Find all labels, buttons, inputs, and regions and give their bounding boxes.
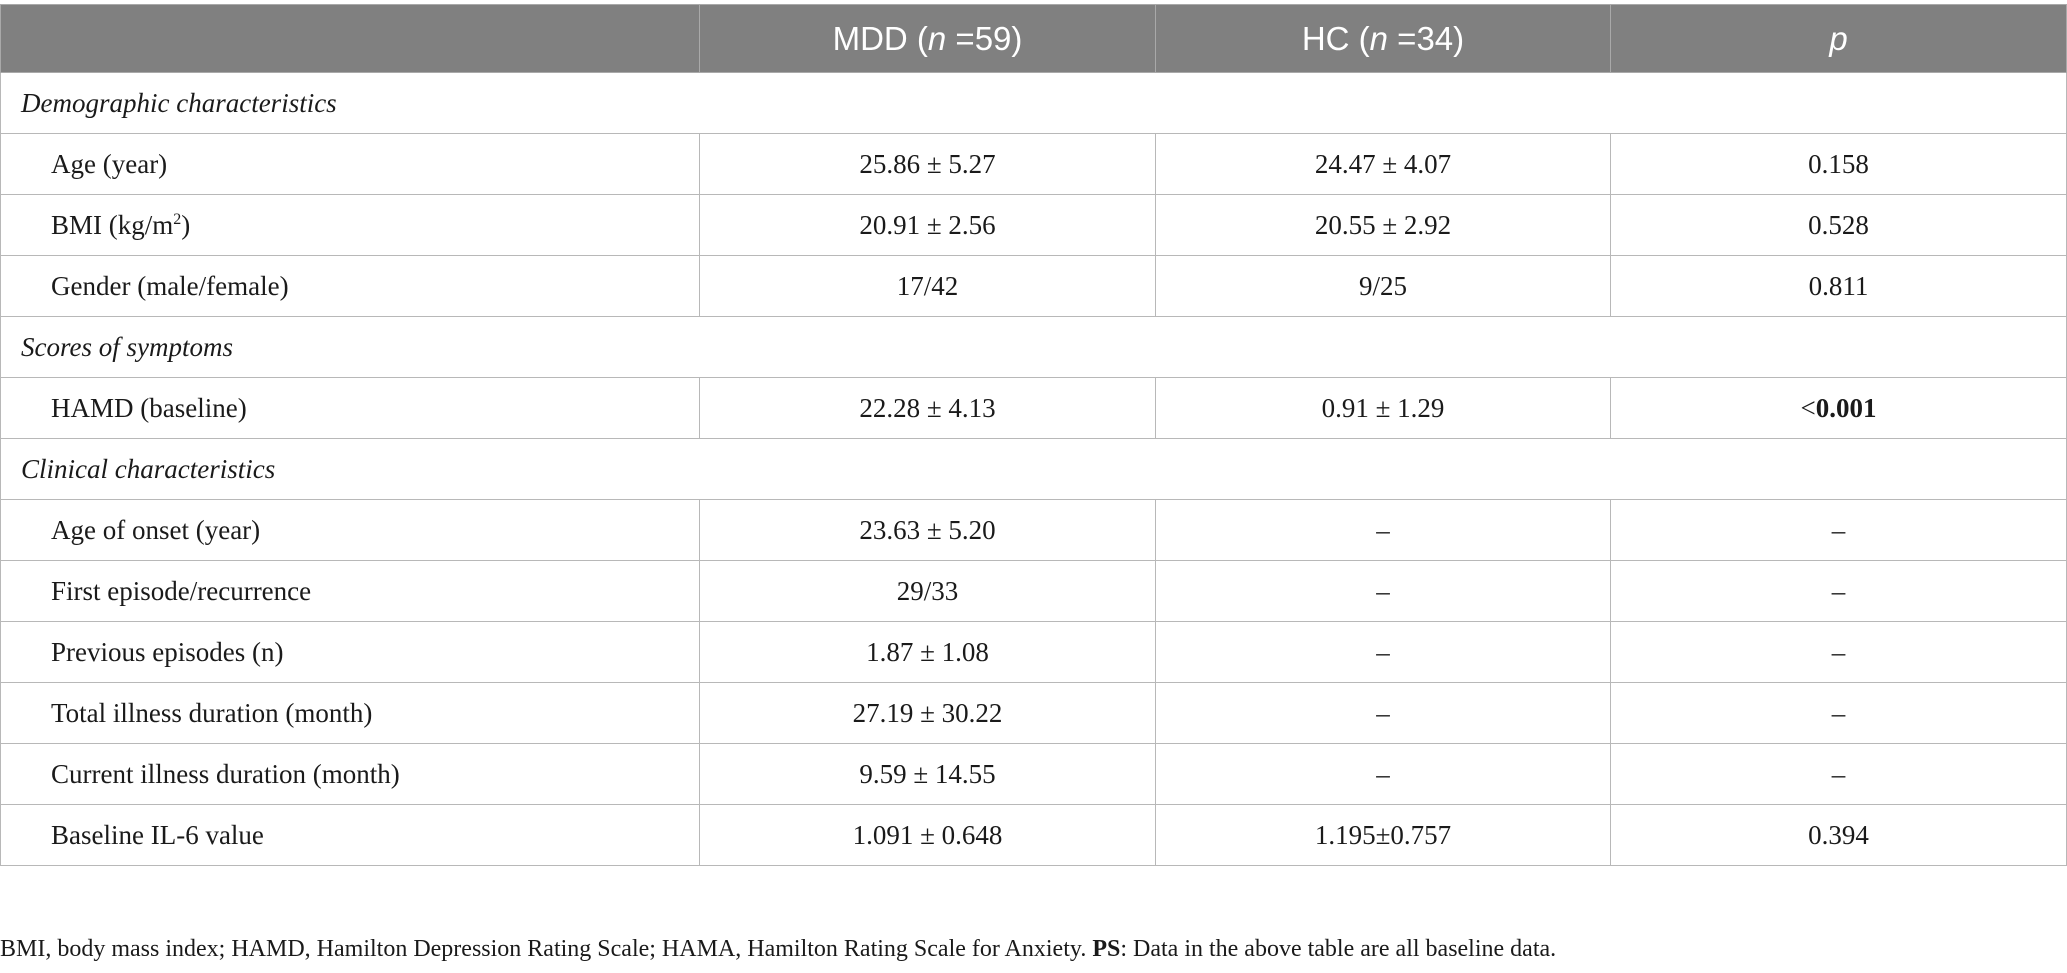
table-row: Baseline IL-6 value 1.091 ± 0.648 1.195±…: [0, 804, 2067, 866]
cell-hc: 9/25: [1155, 255, 1611, 317]
cell-mdd: 20.91 ± 2.56: [699, 194, 1156, 256]
cell-hc: –: [1155, 499, 1611, 561]
footnote-ps-text: : Data in the above table are all baseli…: [1120, 936, 1557, 962]
cell-p-value: 0.001: [1815, 392, 1877, 423]
cell-hc: –: [1155, 682, 1611, 744]
cell-mdd: 27.19 ± 30.22: [699, 682, 1156, 744]
section-clinical: Clinical characteristics: [0, 438, 2067, 500]
cell-hc: 24.47 ± 4.07: [1155, 133, 1611, 195]
row-label: HAMD (baseline): [0, 377, 700, 439]
cell-hc: 20.55 ± 2.92: [1155, 194, 1611, 256]
section-row: Scores of symptoms: [0, 316, 2067, 378]
header-mdd: MDD (n =59): [699, 4, 1156, 73]
section-row: Clinical characteristics: [0, 438, 2067, 500]
cell-mdd: 9.59 ± 14.55: [699, 743, 1156, 805]
table-row: First episode/recurrence 29/33 – –: [0, 560, 2067, 622]
cell-mdd: 22.28 ± 4.13: [699, 377, 1156, 439]
header-hc: HC (n =34): [1155, 4, 1611, 73]
cell-p: 0.528: [1610, 194, 2067, 256]
header-mdd-suffix: =59): [946, 19, 1023, 57]
cell-hc: –: [1155, 621, 1611, 683]
table-row: Gender (male/female) 17/42 9/25 0.811: [0, 255, 2067, 317]
row-label: Baseline IL-6 value: [0, 804, 700, 866]
section-demographic: Demographic characteristics: [0, 72, 2067, 134]
cell-p: 0.394: [1610, 804, 2067, 866]
demographics-table: MDD (n =59) HC (n =34) p Demographic cha…: [0, 4, 2067, 866]
row-label: Age (year): [0, 133, 700, 195]
footnote-ps-label: PS: [1092, 936, 1121, 962]
cell-mdd: 25.86 ± 5.27: [699, 133, 1156, 195]
header-hc-prefix: HC (: [1301, 19, 1370, 57]
header-p-label: p: [1829, 19, 1848, 57]
cell-p: –: [1610, 743, 2067, 805]
cell-mdd: 1.091 ± 0.648: [699, 804, 1156, 866]
row-label: Previous episodes (n): [0, 621, 700, 683]
cell-p: 0.158: [1610, 133, 2067, 195]
row-label: Gender (male/female): [0, 255, 700, 317]
section-row: Demographic characteristics: [0, 72, 2067, 134]
row-label: Current illness duration (month): [0, 743, 700, 805]
bmi-label-end: ): [181, 209, 191, 240]
cell-mdd: 29/33: [699, 560, 1156, 622]
bmi-label-main: BMI (kg/m: [51, 209, 174, 240]
table-row: Age (year) 25.86 ± 5.27 24.47 ± 4.07 0.1…: [0, 133, 2067, 195]
table-row: Age of onset (year) 23.63 ± 5.20 – –: [0, 499, 2067, 561]
table-row: Previous episodes (n) 1.87 ± 1.08 – –: [0, 621, 2067, 683]
cell-mdd: 17/42: [699, 255, 1156, 317]
header-hc-suffix: =34): [1388, 19, 1465, 57]
cell-p: –: [1610, 682, 2067, 744]
header-mdd-n: n: [927, 19, 947, 57]
cell-p: –: [1610, 621, 2067, 683]
header-hc-n: n: [1369, 19, 1389, 57]
cell-hc: –: [1155, 560, 1611, 622]
header-p: p: [1610, 4, 2067, 73]
cell-p: 0.811: [1610, 255, 2067, 317]
row-label: Age of onset (year): [0, 499, 700, 561]
header-mdd-prefix: MDD (: [832, 19, 928, 57]
cell-hc: 1.195±0.757: [1155, 804, 1611, 866]
table-row: BMI (kg/m2) 20.91 ± 2.56 20.55 ± 2.92 0.…: [0, 194, 2067, 256]
footnote-text: BMI, body mass index; HAMD, Hamilton Dep…: [0, 936, 1093, 962]
table-row: HAMD (baseline) 22.28 ± 4.13 0.91 ± 1.29…: [0, 377, 2067, 439]
table-footnote: BMI, body mass index; HAMD, Hamilton Dep…: [0, 936, 1556, 963]
table-row: Total illness duration (month) 27.19 ± 3…: [0, 682, 2067, 744]
section-symptoms: Scores of symptoms: [0, 316, 2067, 378]
cell-mdd: 1.87 ± 1.08: [699, 621, 1156, 683]
row-label: BMI (kg/m2): [0, 194, 700, 256]
cell-p-lt: <: [1800, 392, 1816, 423]
cell-hc: 0.91 ± 1.29: [1155, 377, 1611, 439]
cell-hc: –: [1155, 743, 1611, 805]
cell-p: –: [1610, 499, 2067, 561]
row-label: First episode/recurrence: [0, 560, 700, 622]
bmi-label-sup: 2: [173, 210, 182, 228]
row-label: Total illness duration (month): [0, 682, 700, 744]
table-row: Current illness duration (month) 9.59 ± …: [0, 743, 2067, 805]
cell-p: –: [1610, 560, 2067, 622]
header-blank: [0, 4, 700, 73]
cell-mdd: 23.63 ± 5.20: [699, 499, 1156, 561]
table-header-row: MDD (n =59) HC (n =34) p: [0, 4, 2067, 73]
cell-p: <0.001: [1610, 377, 2067, 439]
